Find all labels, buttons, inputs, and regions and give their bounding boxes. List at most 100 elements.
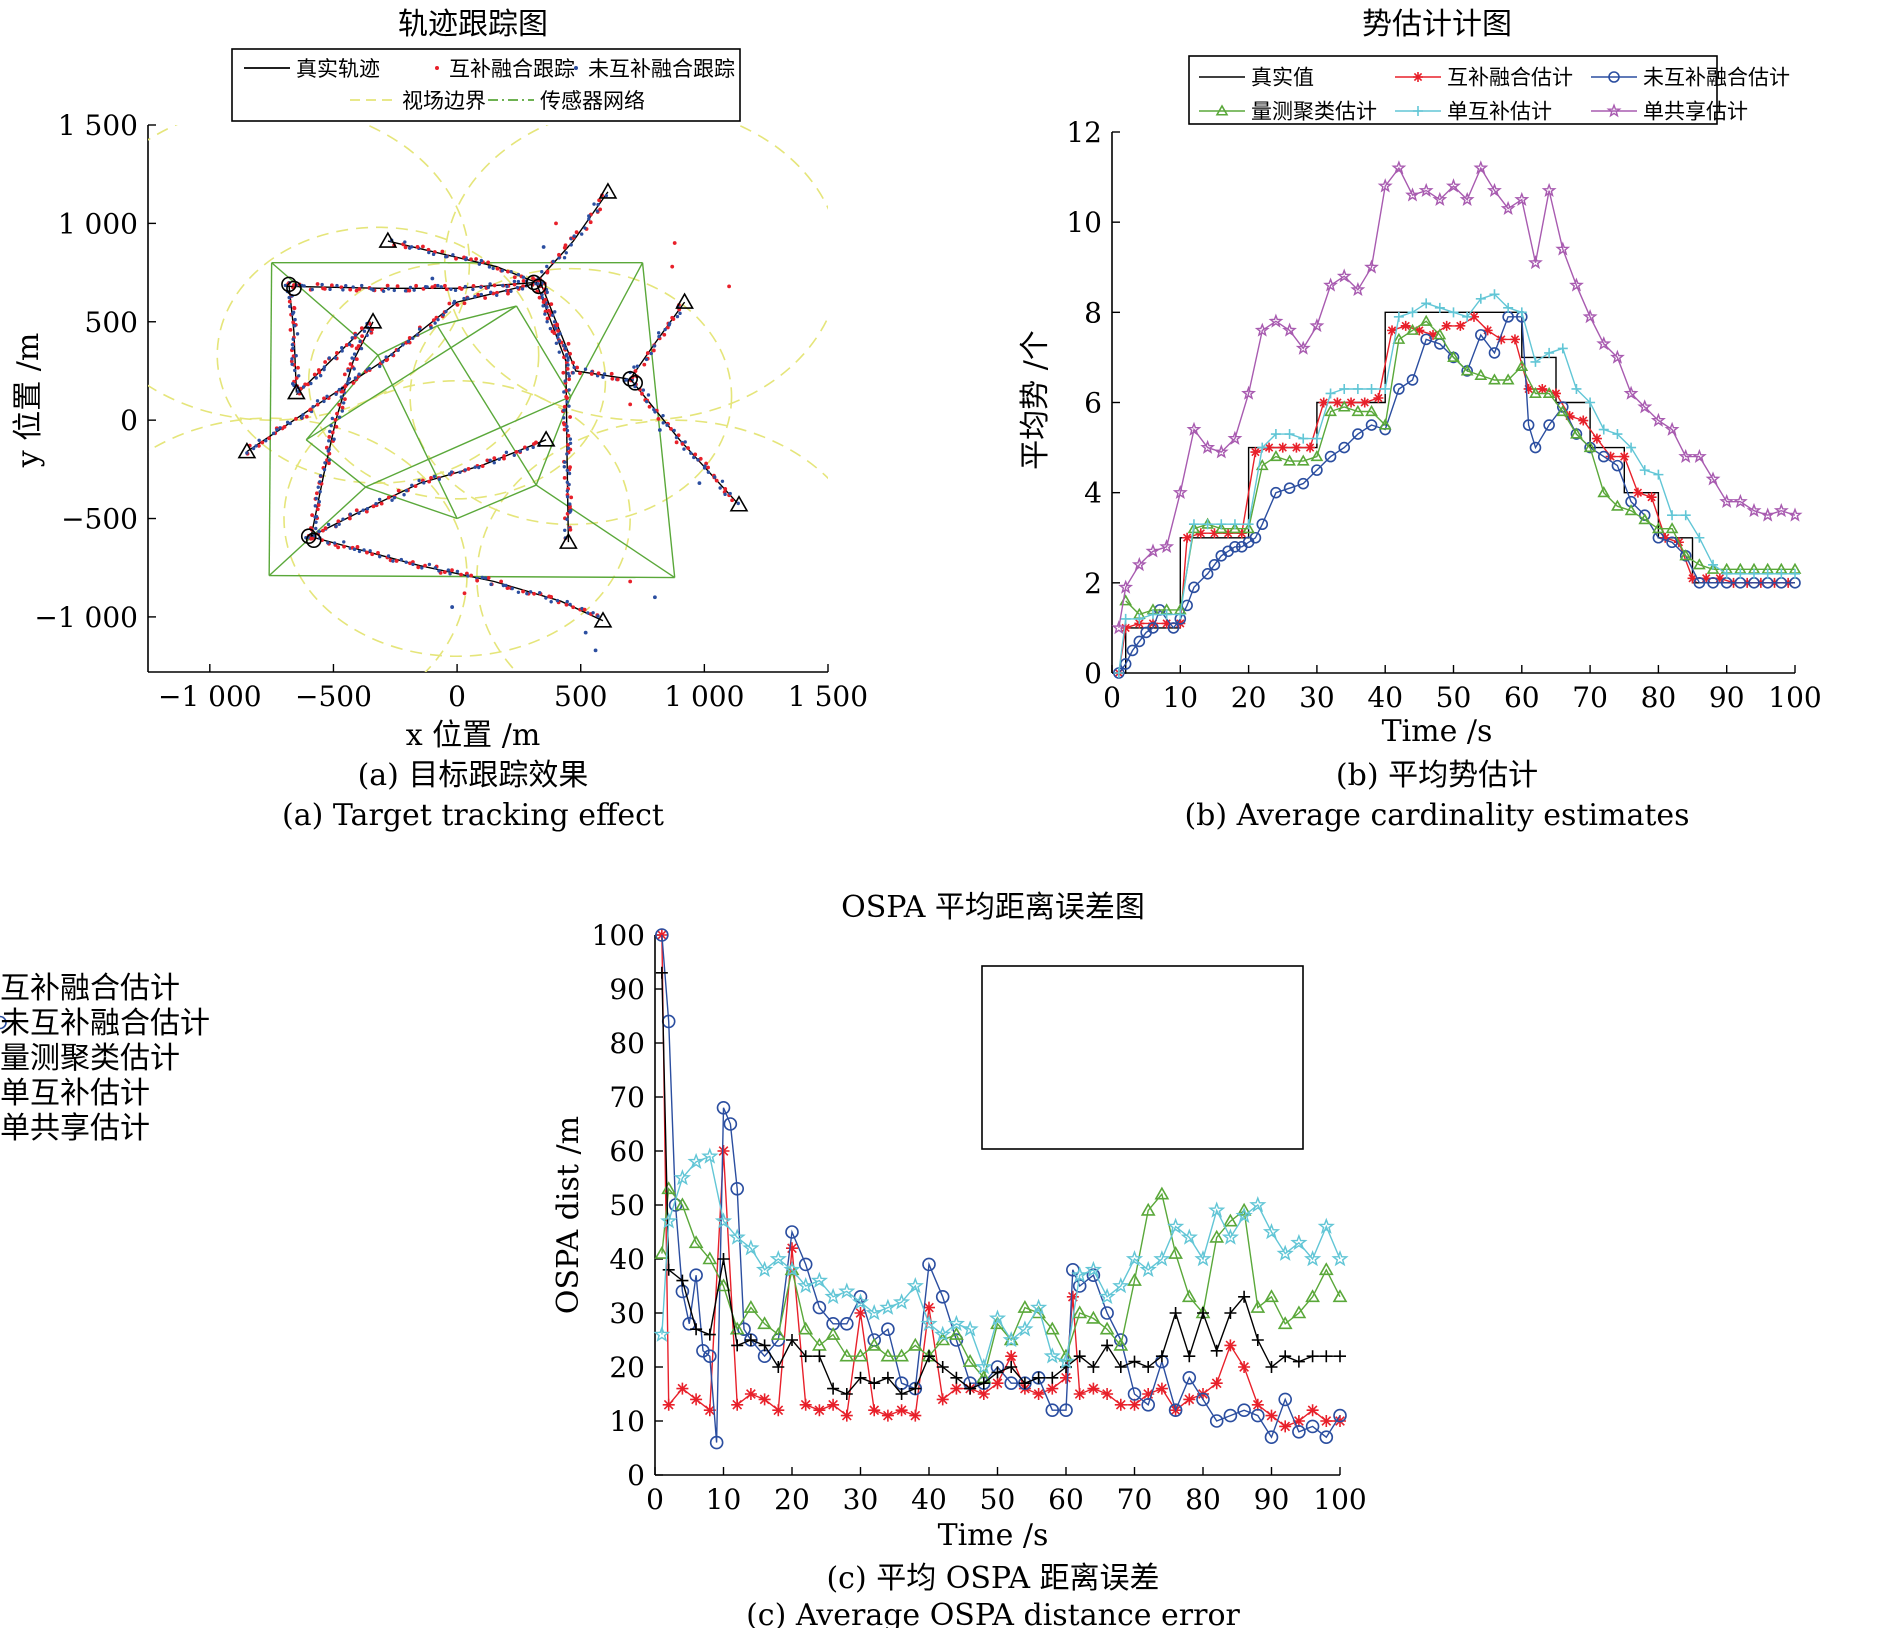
fused-estimate-point	[282, 424, 287, 429]
fused-estimate-point	[413, 484, 418, 489]
data-point	[1290, 1233, 1308, 1251]
unfused-estimate-point	[553, 310, 557, 314]
unfused-estimate-point	[441, 313, 446, 317]
data-point	[949, 1326, 964, 1340]
unfused-estimate-point	[337, 415, 342, 419]
data-point	[799, 1350, 812, 1363]
fused-estimate-point	[566, 433, 571, 438]
y-tick-label: 8	[1084, 296, 1102, 329]
data-point	[1208, 558, 1221, 571]
track-start-marker	[627, 375, 643, 391]
fused-estimate-point	[359, 326, 364, 331]
unfused-estimate-point	[554, 341, 559, 345]
unfused-estimate-point	[566, 446, 571, 450]
unfused-estimate-point	[497, 457, 501, 461]
unfused-estimate-point	[327, 458, 332, 462]
data-point	[1223, 1408, 1238, 1423]
data-point	[1283, 454, 1296, 466]
data-point	[1235, 1206, 1253, 1224]
fused-estimate-point	[426, 247, 431, 252]
unfused-estimate-point	[644, 357, 649, 362]
data-point	[1073, 1388, 1086, 1400]
x-tick-label: 40	[1367, 681, 1403, 714]
unfused-estimate-point	[448, 572, 452, 576]
fused-estimate-point	[430, 285, 435, 290]
unfused-estimate-point	[567, 482, 571, 487]
fused-estimate-point	[355, 545, 360, 549]
data-point	[1569, 277, 1584, 292]
unfused-estimate-point	[591, 611, 595, 615]
track-start-marker	[525, 274, 542, 291]
unfused-estimate-point	[311, 405, 315, 409]
data-point	[1159, 538, 1175, 554]
data-point	[1168, 1245, 1183, 1259]
data-point	[977, 1388, 990, 1400]
data-point	[1530, 356, 1541, 367]
fused-estimate-point	[564, 602, 569, 607]
data-point	[1238, 1361, 1251, 1373]
fused-estimate-point	[521, 284, 526, 289]
data-point	[975, 1358, 993, 1375]
data-point	[1787, 507, 1803, 522]
fused-estimate-point	[267, 436, 271, 441]
fused-estimate-point	[291, 320, 296, 325]
fused-estimate-point	[312, 372, 317, 377]
unfused-estimate-point	[327, 439, 331, 443]
unfused-estimate-point	[339, 395, 344, 399]
data-point	[1660, 532, 1671, 543]
y-tick-label: 60	[609, 1135, 645, 1168]
data-point	[1277, 442, 1288, 453]
data-point	[1139, 1260, 1157, 1278]
data-point	[1693, 577, 1706, 589]
data-point	[1005, 1350, 1018, 1363]
data-point	[895, 1388, 908, 1400]
data-point	[1679, 549, 1693, 561]
unfused-estimate-point	[326, 541, 330, 545]
data-point	[1598, 424, 1609, 435]
unfused-estimate-point	[557, 350, 561, 354]
data-point	[1475, 329, 1487, 341]
series-line	[1118, 315, 1789, 674]
data-point	[1305, 1419, 1320, 1434]
data-point	[1489, 289, 1500, 300]
data-point	[1101, 1339, 1114, 1352]
data-point	[1337, 400, 1351, 412]
unfused-estimate-point	[568, 502, 572, 506]
fused-estimate-point	[552, 331, 557, 335]
data-point	[1550, 388, 1561, 399]
legend-label: 单互补估计	[1447, 99, 1552, 123]
data-point	[1346, 397, 1357, 408]
fused-estimate-point	[569, 495, 574, 500]
unfused-estimate-point	[322, 365, 327, 369]
unfused-estimate-point	[444, 309, 448, 314]
fused-estimate-point	[698, 456, 703, 461]
series-line	[1118, 166, 1796, 629]
data-point	[1118, 579, 1134, 594]
unfused-estimate-point	[275, 428, 279, 432]
fused-estimate-point	[415, 244, 420, 249]
data-point	[1044, 1321, 1060, 1335]
data-point	[1142, 1388, 1155, 1400]
fused-estimate-point	[575, 365, 579, 370]
y-tick-label: 40	[609, 1243, 645, 1276]
unfused-estimate-point	[288, 304, 292, 309]
unfused-estimate-point	[565, 468, 569, 473]
legend-swatch-marker	[1413, 106, 1423, 116]
unfused-estimate-point	[657, 334, 661, 339]
data-point	[1201, 568, 1214, 580]
unfused-estimate-point	[374, 502, 378, 506]
data-point	[1169, 1307, 1182, 1319]
data-point	[1186, 421, 1202, 436]
data-point	[655, 928, 669, 942]
data-point	[1468, 311, 1479, 322]
unfused-estimate-point	[417, 327, 422, 331]
data-point	[1488, 373, 1501, 385]
fused-estimate-point	[440, 249, 445, 254]
clutter-point	[583, 630, 588, 635]
unfused-estimate-point	[362, 329, 367, 333]
data-point	[1210, 1344, 1223, 1357]
data-point	[744, 1388, 757, 1400]
unfused-estimate-point	[466, 574, 470, 578]
data-point	[1250, 447, 1261, 458]
data-point	[1119, 594, 1133, 606]
